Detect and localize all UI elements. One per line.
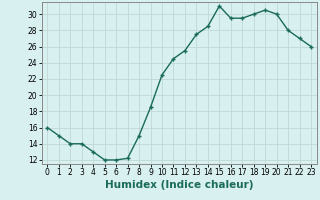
X-axis label: Humidex (Indice chaleur): Humidex (Indice chaleur): [105, 180, 253, 190]
